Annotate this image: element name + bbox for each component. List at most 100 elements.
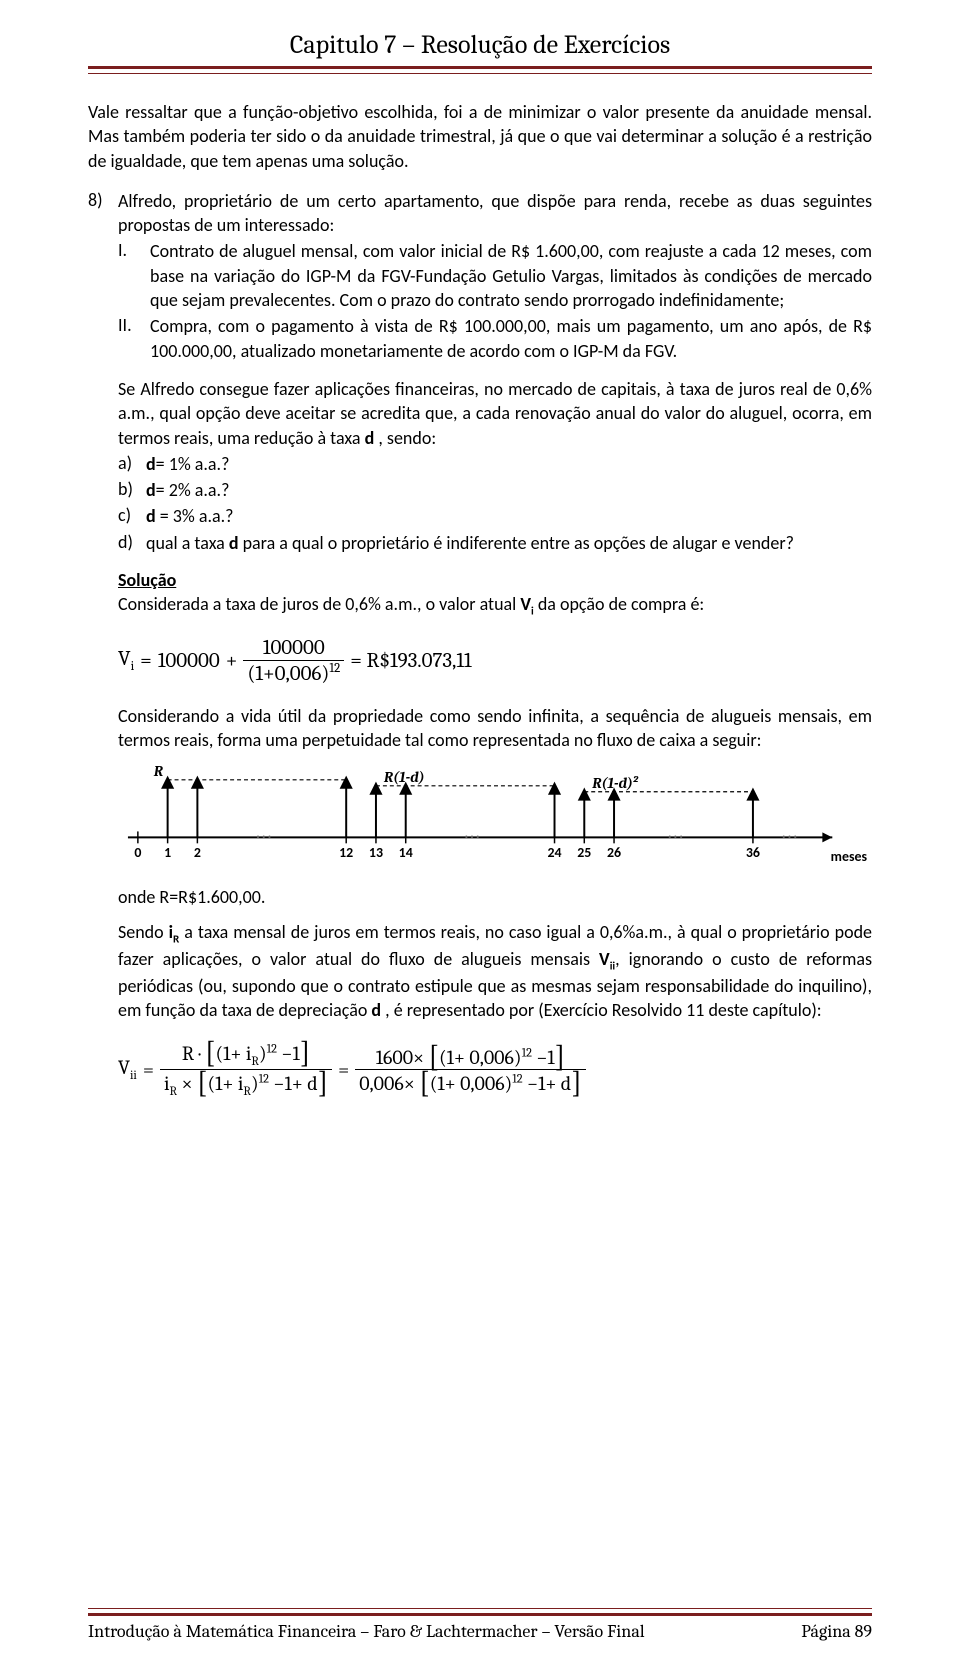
f2-n1-b: (1+ i bbox=[216, 1042, 252, 1065]
svg-text:· · ·: · · · bbox=[465, 828, 479, 846]
item-b-label: b) bbox=[118, 478, 146, 502]
f-lhs-sub: i bbox=[131, 659, 135, 674]
f2-d1-b: × bbox=[182, 1072, 193, 1095]
p3-vii-v: V bbox=[599, 948, 610, 970]
main-block: Se Alfredo consegue fazer aplicações fin… bbox=[118, 377, 872, 1099]
option-ii-label: II. bbox=[118, 314, 150, 363]
var-d: d bbox=[365, 427, 375, 449]
item-a-label: a) bbox=[118, 452, 146, 476]
f-num: 100000 bbox=[259, 636, 329, 660]
tick-14: 14 bbox=[399, 844, 413, 861]
question-8: 8) Alfredo, proprietário de um certo apa… bbox=[88, 189, 872, 238]
where-line: onde R=R$1.600,00. bbox=[118, 886, 872, 908]
f2-d2-c: −1+ d bbox=[527, 1072, 571, 1095]
item-c-label: c) bbox=[118, 504, 146, 528]
f2-lhs: Vii bbox=[118, 1056, 137, 1083]
f2-n1-c: ) bbox=[259, 1042, 267, 1065]
f2-n1-a: R · bbox=[182, 1042, 201, 1065]
intro-paragraph: Vale ressaltar que a função-objetivo esc… bbox=[88, 100, 872, 173]
main-p1-a: Se Alfredo consegue fazer aplicações fin… bbox=[118, 378, 872, 449]
tick-36: 36 bbox=[746, 844, 760, 861]
f2-lhs-sub: ii bbox=[130, 1069, 137, 1083]
svg-text:· · ·: · · · bbox=[257, 828, 271, 846]
f2-d2-b: (1+ 0,006) bbox=[430, 1072, 513, 1095]
f2-d1-c: (1+ i bbox=[208, 1072, 244, 1095]
diag-R2: R(1-d)² bbox=[591, 775, 639, 792]
f2-n1-rsub: R bbox=[251, 1055, 259, 1069]
option-ii-text: Compra, com o pagamento à vista de R$ 10… bbox=[150, 314, 872, 363]
f-den: (1+0,006)12 bbox=[243, 661, 344, 686]
sol-vi: Vi bbox=[520, 593, 533, 615]
item-b-tail: = 2% a.a.? bbox=[156, 479, 230, 501]
diag-R1: R(1-d) bbox=[383, 769, 425, 786]
item-c-d: d bbox=[146, 505, 156, 527]
p3-e: , é representado por (Exercício Resolvid… bbox=[381, 999, 822, 1021]
item-d: d) qual a taxa d para a qual o proprietá… bbox=[118, 531, 872, 555]
page-header-title: Capitulo 7 – Resolução de Exercícios bbox=[88, 30, 872, 60]
item-c: c) d = 3% a.a.? bbox=[118, 504, 872, 528]
sol-l1-b: da opção de compra é: bbox=[534, 593, 704, 615]
item-b: b) d= 2% a.a.? bbox=[118, 478, 872, 502]
footer-right: Página 89 bbox=[801, 1621, 872, 1642]
f-eq1: = bbox=[140, 649, 152, 673]
option-i-label: I. bbox=[118, 239, 150, 312]
footer-rule bbox=[88, 1608, 872, 1616]
tick-12: 12 bbox=[339, 844, 353, 861]
solution-p3: Sendo iR a taxa mensal de juros em termo… bbox=[118, 920, 872, 1022]
question-body: Alfredo, proprietário de um certo aparta… bbox=[118, 189, 872, 238]
f2-d1: iR × [(1+ iR)12 −1+ d] bbox=[160, 1070, 332, 1099]
tick-13: 13 bbox=[369, 844, 383, 861]
f2-eq2: = bbox=[338, 1058, 349, 1081]
f2-n1-d: −1 bbox=[281, 1042, 299, 1065]
option-i-text: Contrato de aluguel mensal, com valor in… bbox=[150, 239, 872, 312]
tick-26: 26 bbox=[607, 844, 621, 861]
f2-n2-b: (1+ 0,006) bbox=[439, 1046, 522, 1069]
item-d-d: d bbox=[229, 532, 239, 554]
f2-d1-e: −1+ d bbox=[273, 1072, 317, 1095]
diag-unit: meses bbox=[831, 848, 868, 865]
item-c-text: d = 3% a.a.? bbox=[146, 504, 872, 528]
tick-25: 25 bbox=[577, 844, 591, 861]
p3-vii: Vii bbox=[599, 948, 615, 970]
f2-eq1: = bbox=[143, 1058, 154, 1081]
f2-lhs-v: V bbox=[118, 1056, 130, 1079]
f2-d1-rsub: R bbox=[169, 1085, 177, 1099]
item-a-d: d bbox=[146, 453, 156, 475]
svg-text:· · ·: · · · bbox=[783, 828, 797, 846]
f2-d1-d: ) bbox=[251, 1072, 259, 1095]
p3-a: Sendo bbox=[118, 921, 169, 943]
f-den-a: (1+0,006) bbox=[247, 662, 329, 686]
f2-frac2: 1600× [(1+ 0,006)12 −1] 0,006× [(1+ 0,00… bbox=[355, 1044, 586, 1095]
f-plus: + bbox=[226, 649, 238, 673]
footer-left: Introdução à Matemática Financeira – Far… bbox=[88, 1621, 645, 1642]
formula-vii: Vii = R · [(1+ iR)12 −1] iR × [(1+ iR)12… bbox=[118, 1040, 872, 1099]
sol-l1-a: Considerada a taxa de juros de 0,6% a.m.… bbox=[118, 593, 520, 615]
cashflow-diagram: R R(1-d) R(1-d)² · · · · · · · · · · · ·… bbox=[118, 760, 872, 869]
f2-d2-exp: 12 bbox=[512, 1073, 522, 1087]
f2-d2-a: 0,006× bbox=[359, 1072, 415, 1095]
diag-R: R bbox=[153, 763, 164, 780]
sol-vi-v: V bbox=[520, 593, 531, 615]
f-frac: 100000 (1+0,006)12 bbox=[243, 636, 344, 686]
item-a-text: d= 1% a.a.? bbox=[146, 452, 872, 476]
f-lhs-v: V bbox=[118, 647, 131, 671]
f2-d2: 0,006× [(1+ 0,006)12 −1+ d] bbox=[355, 1070, 586, 1095]
question-number: 8) bbox=[88, 189, 118, 238]
f2-n2-a: 1600× bbox=[376, 1046, 424, 1069]
p3-ir: iR bbox=[169, 921, 180, 943]
f-lhs: Vi bbox=[118, 647, 134, 674]
option-i: I. Contrato de aluguel mensal, com valor… bbox=[88, 239, 872, 312]
item-a: a) d= 1% a.a.? bbox=[118, 452, 872, 476]
item-d-a: qual a taxa bbox=[146, 532, 229, 554]
p3-d: d bbox=[371, 999, 381, 1021]
item-d-text: qual a taxa d para a qual o proprietário… bbox=[146, 531, 872, 555]
item-d-label: d) bbox=[118, 531, 146, 555]
footer: Introdução à Matemática Financeira – Far… bbox=[88, 1621, 872, 1642]
item-b-text: d= 2% a.a.? bbox=[146, 478, 872, 502]
solution-heading: Solução bbox=[118, 569, 872, 591]
svg-text:· · ·: · · · bbox=[669, 828, 683, 846]
option-ii: II. Compra, com o pagamento à vista de R… bbox=[88, 314, 872, 363]
f2-d1-rsub2: R bbox=[243, 1085, 251, 1099]
solution-p2: Considerando a vida útil da propriedade … bbox=[118, 704, 872, 753]
f2-n2-c: −1 bbox=[536, 1046, 554, 1069]
